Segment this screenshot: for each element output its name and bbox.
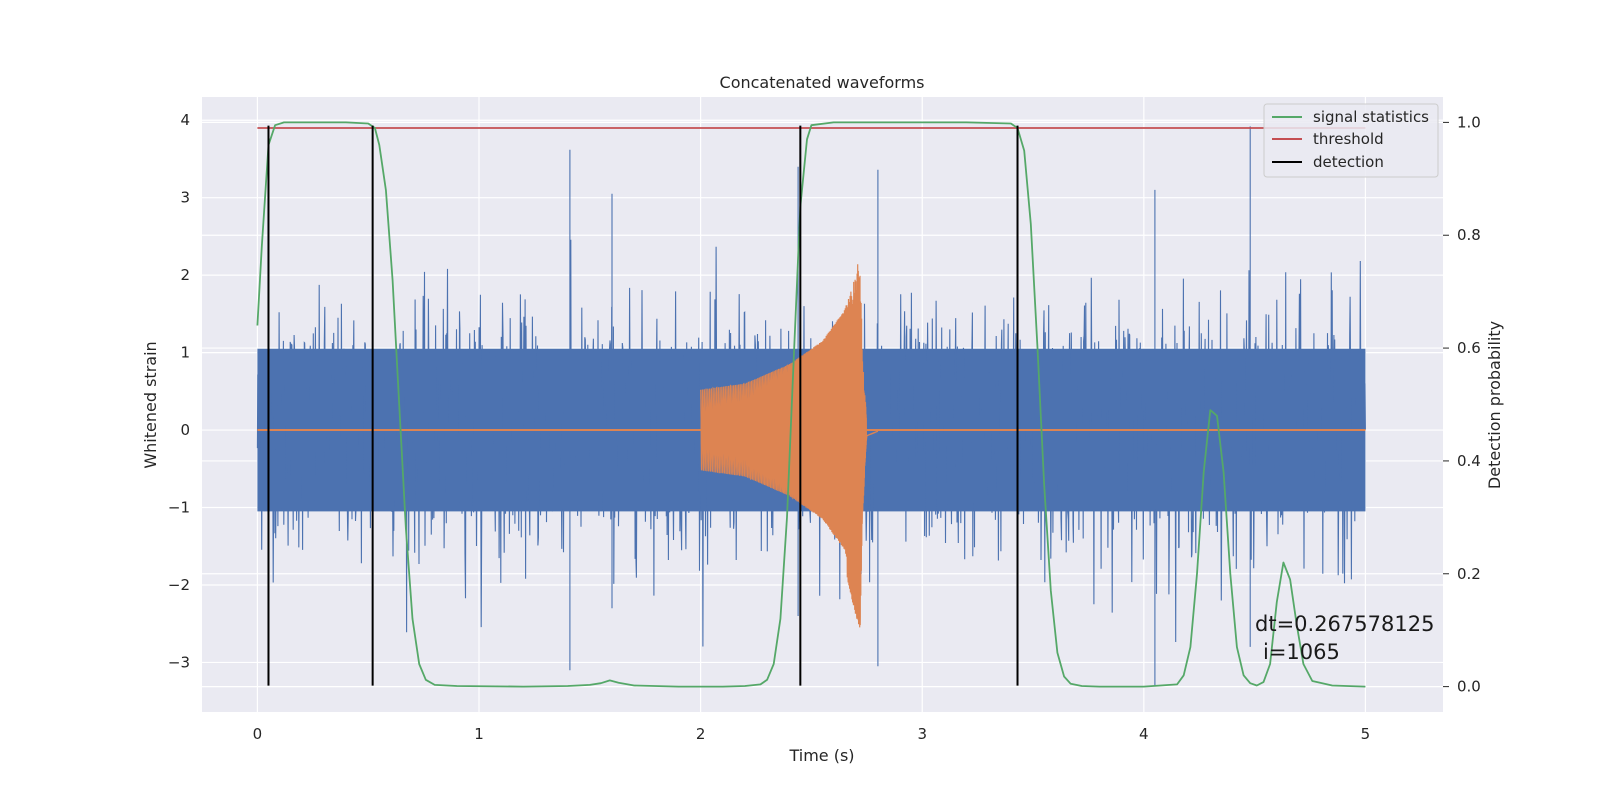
annotation-i: i=1065 xyxy=(1263,640,1340,664)
y-tick-label: 4 xyxy=(180,111,190,129)
y-axis-label: Whitened strain xyxy=(141,341,160,468)
y2-axis-label: Detection probability xyxy=(1485,321,1504,489)
legend-label-threshold: threshold xyxy=(1313,130,1384,148)
y2-tick-label: 0.2 xyxy=(1457,565,1481,583)
y-tick-label: 1 xyxy=(180,344,190,362)
y-tick-label: −3 xyxy=(168,653,190,671)
legend-label-detection: detection xyxy=(1313,153,1384,171)
waveform-line xyxy=(700,264,879,628)
y-axis-right: 0.0 0.2 0.4 0.6 0.8 1.0 xyxy=(1443,113,1481,696)
y2-tick-label: 0.0 xyxy=(1457,678,1481,696)
signal-statistics-line xyxy=(256,121,1366,688)
y-tick-label: 3 xyxy=(180,189,190,207)
signal-statistics-series xyxy=(256,121,1366,688)
y2-tick-label: 0.4 xyxy=(1457,452,1481,470)
y2-tick-label: 0.6 xyxy=(1457,339,1481,357)
annotation: dt=0.267578125 i=1065 xyxy=(1255,612,1434,664)
x-axis: 0 1 2 3 4 5 xyxy=(253,725,1371,743)
y2-tick-label: 1.0 xyxy=(1457,113,1481,131)
x-tick-label: 3 xyxy=(917,725,927,743)
annotation-dt: dt=0.267578125 xyxy=(1255,612,1434,636)
legend: signal statistics threshold detection xyxy=(1263,103,1439,178)
y-tick-label: 2 xyxy=(180,266,190,284)
x-tick-label: 5 xyxy=(1361,725,1371,743)
legend-box xyxy=(1263,103,1439,178)
waveform-series xyxy=(257,264,1366,628)
y-tick-label: −2 xyxy=(168,576,190,594)
x-tick-label: 4 xyxy=(1139,725,1149,743)
y2-tick-label: 0.8 xyxy=(1457,226,1481,244)
detection-series xyxy=(267,125,1019,686)
x-tick-label: 0 xyxy=(253,725,263,743)
y-tick-label: 0 xyxy=(180,421,190,439)
plot-area xyxy=(256,121,1366,688)
x-tick-label: 2 xyxy=(696,725,706,743)
x-tick-label: 1 xyxy=(474,725,484,743)
y-axis-left: −3 −2 −1 0 1 2 3 4 xyxy=(168,111,190,671)
x-axis-label: Time (s) xyxy=(788,746,854,765)
legend-label-signal-statistics: signal statistics xyxy=(1313,108,1429,126)
chart-title: Concatenated waveforms xyxy=(720,73,925,92)
y-tick-label: −1 xyxy=(168,499,190,517)
